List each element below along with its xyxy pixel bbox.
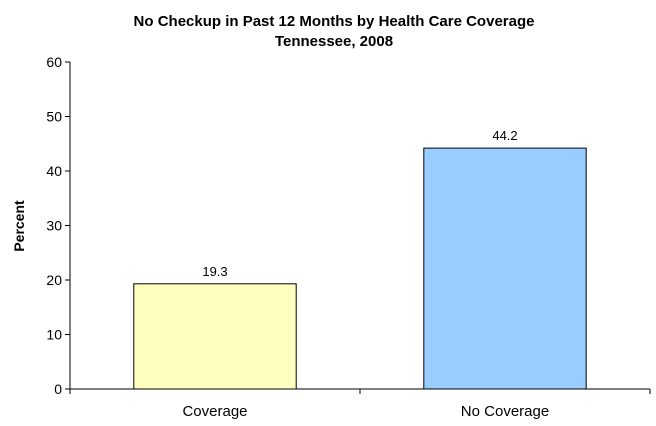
y-axis-label: Percent: [11, 200, 27, 252]
y-tick-label: 10: [46, 327, 62, 343]
data-label: 44.2: [492, 128, 517, 143]
bar: [133, 283, 297, 390]
chart-title: No Checkup in Past 12 Months by Health C…: [134, 13, 535, 30]
y-tick-label: 60: [46, 54, 62, 70]
y-tick-label: 20: [46, 272, 62, 288]
y-tick-label: 50: [46, 109, 62, 125]
plot-area: 0 10 20 30 40 50 60 19.3 Coverage 44.2 No Coverage: [46, 54, 651, 420]
y-tick-label: 30: [46, 218, 62, 234]
x-tick-label: Coverage: [182, 403, 247, 420]
y-tick-label: 40: [46, 163, 62, 179]
y-tick-label: 0: [54, 381, 62, 397]
chart-subtitle: Tennessee, 2008: [275, 33, 393, 50]
x-tick-label: No Coverage: [461, 403, 549, 420]
bar: [423, 147, 587, 390]
data-label: 19.3: [202, 264, 227, 279]
